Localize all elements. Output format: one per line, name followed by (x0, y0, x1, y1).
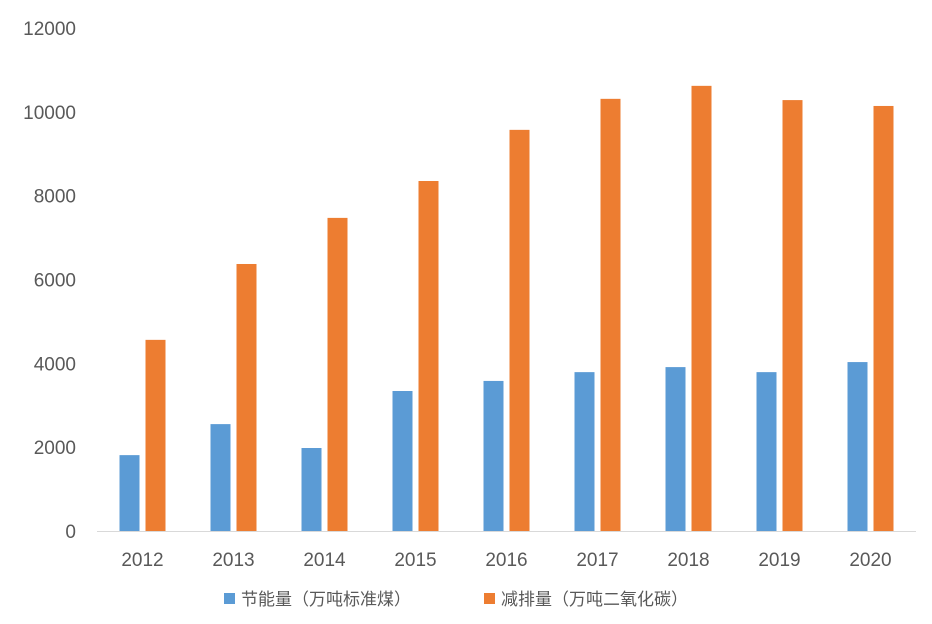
bars (119, 85, 894, 532)
bar-emission-reduction-2014 (327, 217, 348, 531)
x-tick-label: 2020 (849, 550, 891, 571)
legend: 节能量（万吨标准煤） 减排量（万吨二氧化碳） (224, 590, 688, 609)
bar-energy-saving-2013 (210, 424, 231, 531)
bar-energy-saving-2020 (847, 362, 868, 531)
bar-emission-reduction-2017 (600, 98, 621, 531)
legend-label: 节能量（万吨标准煤） (241, 590, 411, 609)
bar-emission-reduction-2020 (873, 105, 894, 531)
y-tick-label: 0 (65, 522, 76, 543)
y-tick-label: 6000 (34, 271, 76, 292)
x-tick-label: 2015 (394, 550, 436, 571)
legend-swatch (484, 593, 495, 604)
legend-swatch (224, 593, 235, 604)
bar-emission-reduction-2015 (418, 180, 439, 531)
bar-emission-reduction-2012 (145, 339, 166, 531)
bar-energy-saving-2012 (119, 455, 140, 531)
y-tick-label: 10000 (23, 103, 76, 124)
x-tick-label: 2018 (667, 550, 709, 571)
bar-emission-reduction-2013 (236, 263, 257, 531)
bar-energy-saving-2014 (301, 448, 322, 531)
x-tick-label: 2019 (758, 550, 800, 571)
x-tick-label: 2017 (576, 550, 618, 571)
y-tick-label: 8000 (34, 187, 76, 208)
bar-energy-saving-2015 (392, 390, 413, 531)
bar-emission-reduction-2016 (509, 129, 530, 532)
x-axis: 2012 2013 2014 2015 2016 2017 2018 2019 2020 (121, 550, 891, 571)
x-tick-label: 2012 (121, 550, 163, 571)
y-tick-label: 2000 (34, 438, 76, 459)
x-tick-label: 2016 (485, 550, 527, 571)
bar-energy-saving-2019 (756, 372, 777, 531)
bar-energy-saving-2018 (665, 367, 686, 531)
legend-label: 减排量（万吨二氧化碳） (501, 590, 688, 609)
y-tick-label: 4000 (34, 354, 76, 375)
bar-emission-reduction-2018 (691, 85, 712, 531)
bar-energy-saving-2016 (483, 380, 504, 531)
x-tick-label: 2013 (212, 550, 254, 571)
bar-emission-reduction-2019 (782, 100, 803, 531)
y-axis: 0 2000 4000 6000 8000 10000 12000 (23, 19, 76, 543)
y-tick-label: 12000 (23, 19, 76, 40)
bar-energy-saving-2017 (574, 372, 595, 531)
x-tick-label: 2014 (303, 550, 346, 571)
